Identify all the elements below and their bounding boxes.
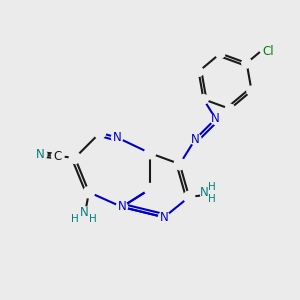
Circle shape (112, 132, 123, 143)
Text: H: H (208, 194, 216, 204)
Circle shape (242, 58, 251, 68)
Circle shape (144, 148, 156, 159)
Text: H: H (89, 214, 97, 224)
Circle shape (242, 58, 251, 68)
Text: H: H (208, 182, 216, 192)
Text: N: N (118, 200, 126, 213)
Circle shape (215, 49, 225, 58)
Text: N: N (113, 131, 122, 144)
Circle shape (69, 152, 80, 164)
Circle shape (210, 113, 221, 124)
Circle shape (174, 158, 185, 170)
Circle shape (116, 201, 128, 213)
Circle shape (52, 150, 64, 162)
Circle shape (84, 207, 87, 210)
Circle shape (184, 191, 195, 203)
Text: H: H (71, 214, 79, 224)
Text: N: N (211, 112, 220, 125)
Circle shape (158, 212, 170, 223)
Circle shape (190, 134, 201, 145)
Text: N: N (200, 186, 208, 199)
Circle shape (201, 194, 204, 197)
Text: Cl: Cl (263, 45, 274, 58)
Circle shape (199, 94, 208, 104)
Circle shape (94, 127, 106, 138)
Text: N: N (80, 206, 88, 219)
Text: N: N (160, 211, 169, 224)
Circle shape (247, 86, 256, 95)
Text: N: N (191, 133, 200, 146)
Text: N: N (36, 148, 45, 161)
Circle shape (144, 184, 156, 195)
Circle shape (225, 104, 235, 114)
Circle shape (194, 67, 203, 76)
Circle shape (34, 148, 47, 161)
Text: C: C (54, 150, 62, 163)
Circle shape (83, 187, 94, 198)
